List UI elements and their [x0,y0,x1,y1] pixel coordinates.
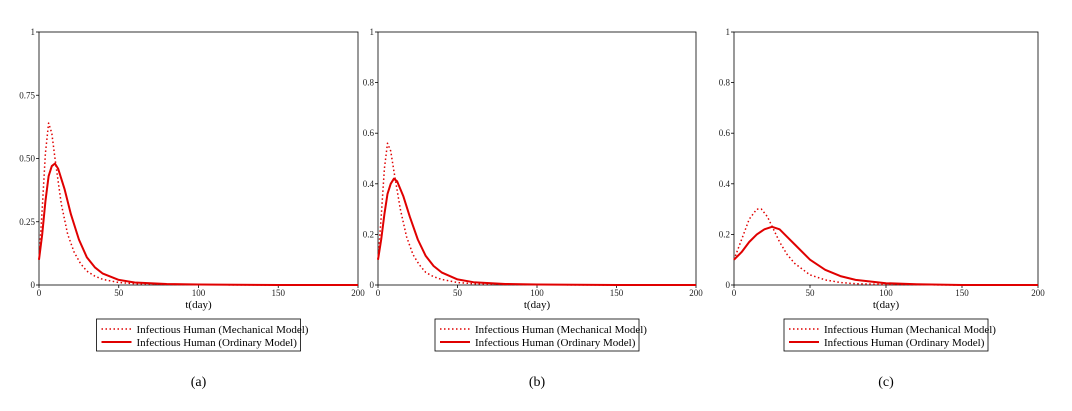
x-tick-label: 150 [272,288,286,298]
plot-frame [377,31,697,286]
series-ordinary-model [377,177,696,286]
x-axis-label: t(day) [524,299,551,311]
plot-frame [38,31,359,286]
x-tick-label: 200 [689,288,703,298]
chart-panel-1: 0 0.25 0.50 0.75 1 0 50 100 150 200 t(day) Infectio… [19,27,365,390]
y-tick-label: 0.4 [363,179,375,189]
y-tick-label: 0.8 [363,78,375,88]
legend-entry: Infectious Human (Mechanical Model) [824,324,996,336]
chart-panel-3: 0 0.2 0.4 0.6 0.8 1 0 50 100 150 200 t(day) Infectio… [719,27,1046,390]
legend-box [434,318,640,352]
y-tick-label: 0.8 [719,78,731,88]
x-axis-label: t(day) [185,299,212,311]
series-mechanical-model [733,208,1038,286]
y-tick-label: 0.2 [363,229,374,239]
x-axis-label: t(day) [873,299,900,311]
series-ordinary-model [733,225,1038,286]
y-tick-label: 0.6 [719,128,731,138]
x-tick-label: 150 [610,288,624,298]
y-tick-label: 0.2 [719,229,730,239]
x-tick-label: 50 [114,288,124,298]
panel-caption: (c) [878,375,894,390]
x-tick-label: 0 [376,288,381,298]
legend-entry: Infectious Human (Ordinary Model) [475,337,636,349]
y-tick-label: 0 [370,280,375,290]
x-tick-label: 0 [732,288,737,298]
x-tick-label: 100 [530,288,544,298]
series-mechanical-model [38,122,358,286]
legend-entry: Infectious Human (Mechanical Model) [137,324,309,336]
x-tick-label: 0 [37,288,42,298]
y-tick-label: 0.25 [19,217,35,227]
x-tick-label: 200 [1031,288,1045,298]
y-tick-label: 0.4 [719,179,731,189]
legend-entry: Infectious Human (Ordinary Model) [824,337,985,349]
chart-panel-2: 0 0.2 0.4 0.6 0.8 1 0 50 100 150 200 t(day) Infectio… [363,27,704,390]
x-tick-label: 50 [453,288,463,298]
legend-entry: Infectious Human (Mechanical Model) [475,324,647,336]
legend-entry: Infectious Human (Ordinary Model) [137,337,298,349]
series-ordinary-model [38,162,358,286]
y-tick-label: 1 [370,27,375,37]
x-tick-label: 100 [879,288,893,298]
series-mechanical-model [377,142,696,286]
y-tick-label: 0 [31,280,36,290]
x-tick-label: 50 [806,288,816,298]
y-tick-label: 1 [31,27,36,37]
x-tick-label: 200 [351,288,365,298]
legend-box [96,318,301,352]
x-tick-label: 100 [192,288,206,298]
y-tick-label: 0 [726,280,731,290]
plot-frame [733,31,1039,286]
y-tick-label: 0.50 [19,154,35,164]
y-tick-label: 0.6 [363,128,375,138]
legend-box [783,318,989,352]
panel-caption: (b) [529,375,546,390]
y-tick-label: 0.75 [19,90,35,100]
y-tick-label: 1 [726,27,731,37]
panel-caption: (a) [191,375,207,390]
x-tick-label: 150 [955,288,969,298]
